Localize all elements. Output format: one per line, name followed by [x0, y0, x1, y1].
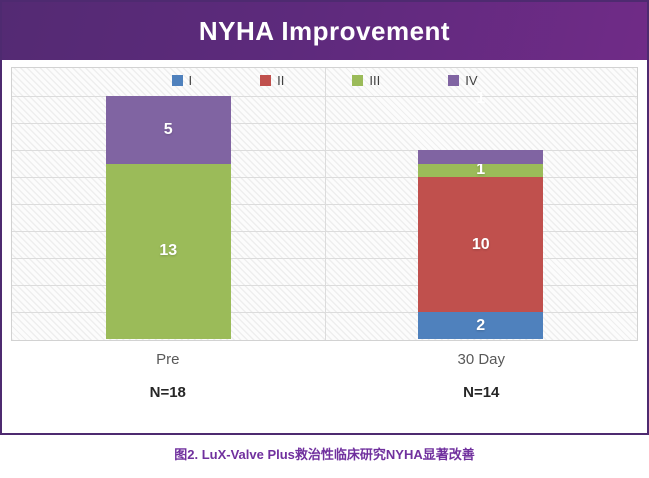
chart-frame: NYHA Improvement I II III IV 13 5 2 10 1 1 Pre 3…	[0, 0, 649, 435]
legend-swatch-icon	[448, 74, 460, 86]
sample-size-30day: N=14	[463, 384, 500, 401]
bar-segment-IV	[418, 150, 544, 164]
segment-value-label: 1	[476, 161, 486, 179]
legend-item-I: I	[171, 72, 193, 88]
gridline	[12, 312, 637, 313]
chart-header: NYHA Improvement	[2, 2, 647, 60]
legend-label: III	[369, 72, 381, 88]
gridline	[12, 150, 637, 151]
legend-swatch-icon	[260, 74, 272, 86]
segment-value-label: 10	[471, 235, 490, 253]
gridline	[12, 285, 637, 286]
sample-size-pre: N=18	[149, 384, 186, 401]
stacked-bar-pre: 13 5	[105, 96, 231, 339]
category-label-30day: 30 Day	[457, 351, 506, 368]
legend: I II III IV	[12, 71, 637, 89]
legend-item-IV: IV	[448, 72, 478, 88]
bar-segment-IV: 5	[105, 96, 231, 164]
plot-area: I II III IV 13 5 2 10 1 1	[11, 67, 638, 341]
legend-label: IV	[465, 72, 478, 88]
stacked-bar-30-day: 2 10 1	[418, 150, 544, 339]
legend-item-III: III	[352, 73, 380, 88]
category-axis: Pre 30 Day	[11, 351, 638, 371]
category-label-pre: Pre	[156, 351, 180, 368]
bar-segment-I: 2	[418, 312, 544, 339]
segment-value-label: 5	[163, 120, 173, 138]
gridline	[12, 204, 637, 205]
gridline	[12, 231, 637, 232]
legend-label: I	[188, 72, 193, 88]
gridline	[12, 258, 637, 259]
segment-value-label: 2	[476, 316, 486, 334]
gridline	[12, 123, 637, 124]
figure-caption: 图2. LuX-Valve Plus救治性临床研究NYHA显著改善	[174, 447, 475, 462]
legend-label: II	[277, 72, 285, 88]
legend-swatch-icon	[171, 74, 183, 86]
bar-segment-II: 10	[418, 177, 544, 312]
chart-content: I II III IV 13 5 2 10 1 1 Pre 30 Day N=18 N=14	[2, 60, 647, 433]
segment-value-label: 13	[159, 242, 178, 260]
legend-item-II: II	[260, 73, 284, 88]
floating-value-label: 1	[476, 90, 486, 108]
chart-title: NYHA Improvement	[198, 15, 451, 46]
sample-size-row: N=18 N=14	[11, 384, 638, 404]
gridline	[12, 177, 637, 178]
gridline	[12, 96, 637, 97]
bar-segment-III: 1	[418, 161, 544, 179]
legend-swatch-icon	[352, 74, 364, 86]
bar-segment-III: 13	[105, 163, 231, 339]
